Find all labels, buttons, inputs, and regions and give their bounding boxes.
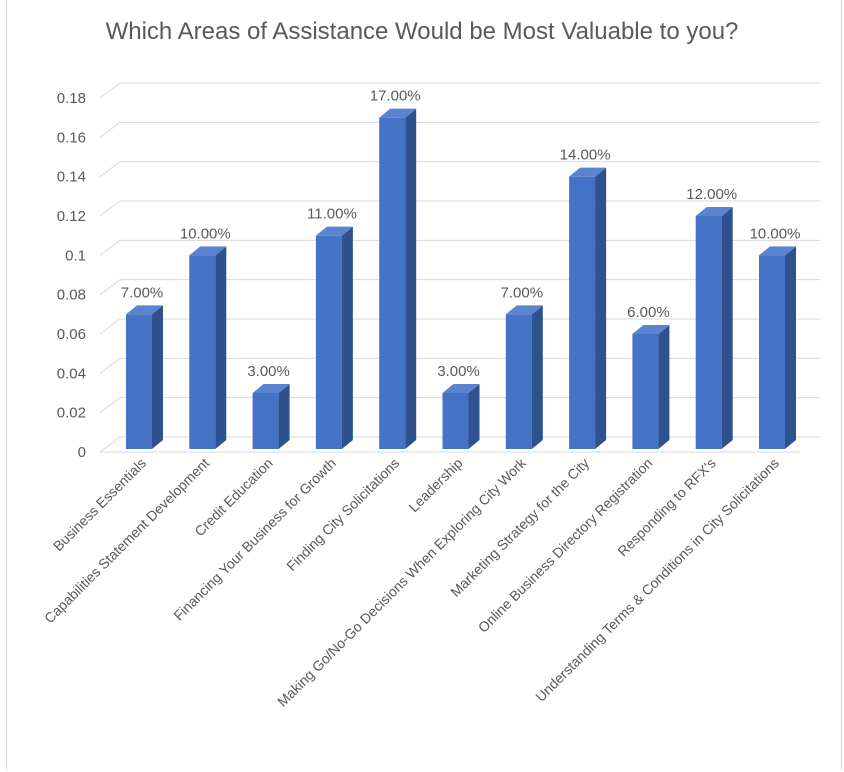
gridline-side [99, 357, 121, 374]
x-tick-label: Understanding Terms & Conditions in City… [532, 455, 782, 705]
y-tick-label: 0.18 [57, 90, 86, 107]
data-label: 3.00% [247, 363, 290, 380]
bar [569, 176, 596, 449]
y-tick-label: 0.12 [57, 208, 86, 225]
bar-side [405, 108, 417, 450]
data-label: 3.00% [437, 363, 480, 380]
bar-top [505, 305, 543, 315]
bar-top [379, 108, 417, 118]
y-tick-label: 0.08 [57, 287, 86, 304]
bar-top [759, 246, 796, 256]
data-label: 10.00% [180, 225, 231, 242]
bar-side [341, 226, 353, 449]
gridline-side [99, 279, 121, 296]
bar [505, 314, 532, 449]
bar [189, 255, 216, 449]
bar-top [569, 167, 607, 177]
y-tick-label: 0.06 [57, 326, 86, 343]
bar-side [595, 167, 607, 449]
gridline-side [99, 200, 121, 217]
y-tick-label: 0.1 [65, 247, 86, 264]
bar [315, 235, 342, 449]
bar-side [152, 305, 163, 449]
bar-side [215, 246, 227, 449]
bar-top [695, 207, 733, 216]
gridline-side [99, 239, 121, 256]
bar-side [531, 305, 543, 449]
y-tick-label: 0.02 [57, 405, 86, 422]
y-tick-label: 0.14 [57, 169, 86, 186]
gridline-side [99, 121, 121, 138]
x-tick-label: Finding City Solicitations [283, 455, 402, 574]
bar [442, 393, 469, 449]
bar-side [721, 207, 733, 449]
gridline-side [99, 397, 121, 414]
chart-title: Which Areas of Assistance Would be Most … [105, 18, 739, 45]
bar [379, 117, 406, 450]
bar-top [252, 384, 290, 393]
gridline-side [99, 436, 121, 453]
y-tick-label: 0 [78, 444, 86, 461]
gridline-side [99, 318, 121, 335]
bar-top [189, 246, 227, 256]
bar-top [632, 325, 670, 334]
data-label: 14.00% [560, 147, 611, 164]
bar [252, 393, 279, 449]
bar [632, 334, 659, 449]
bar-side [658, 325, 670, 449]
bar [126, 314, 152, 449]
x-tick-label: Leadership [405, 455, 465, 515]
bar-side [468, 384, 480, 449]
y-tick-label: 0.16 [57, 129, 86, 146]
bar-side [278, 384, 290, 449]
bar-top [126, 305, 163, 315]
bar [695, 216, 722, 449]
bar-top [442, 384, 480, 393]
bar-side [785, 246, 796, 449]
data-label: 17.00% [370, 88, 421, 105]
data-label: 7.00% [501, 284, 544, 301]
gridline-side [99, 82, 121, 99]
data-label: 7.00% [121, 284, 164, 301]
gridline-side [99, 161, 121, 178]
y-tick-label: 0.04 [57, 365, 86, 382]
data-label: 10.00% [750, 225, 801, 242]
data-label: 6.00% [627, 304, 670, 321]
bar [759, 255, 785, 449]
data-label: 12.00% [686, 186, 737, 203]
data-label: 11.00% [307, 206, 357, 223]
bar-top [315, 226, 353, 236]
